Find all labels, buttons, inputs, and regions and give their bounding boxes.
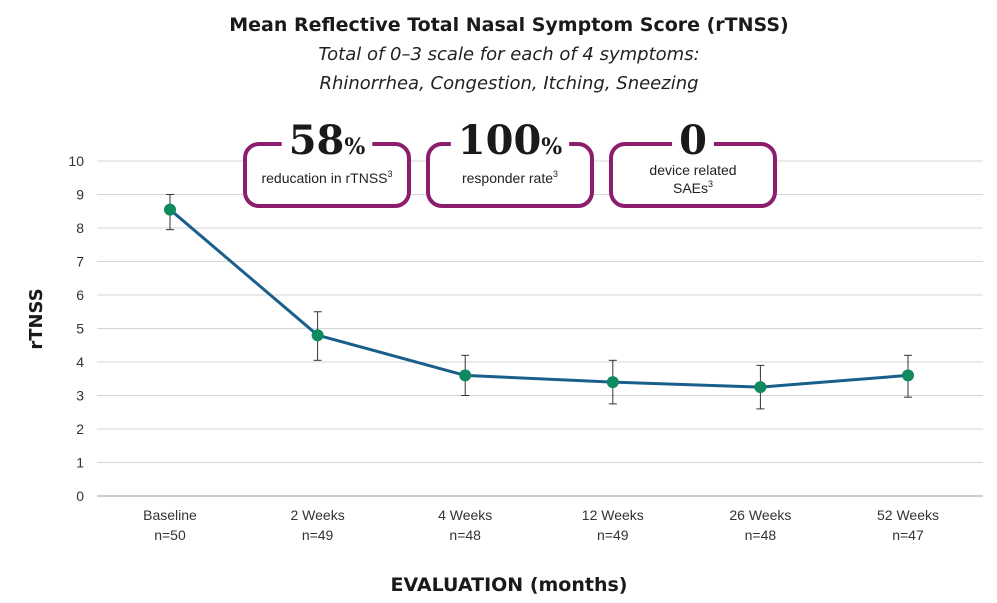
- callout-value-suffix: %: [541, 134, 562, 160]
- callout-text: SAEs3: [673, 179, 713, 196]
- y-tick-label: 8: [76, 220, 84, 236]
- x-tick-label: 26 Weeks: [729, 507, 791, 523]
- callout-value: 58%: [289, 117, 366, 164]
- x-axis-ticks: Baseline n=50 2 Weeks n=49 4 Weeks n=48 12 Wee…: [143, 507, 939, 543]
- callout-value: 100%: [458, 117, 563, 164]
- data-point: [902, 369, 914, 382]
- y-tick-label: 6: [76, 287, 84, 303]
- x-tick-sample-size: n=47: [892, 527, 924, 543]
- callout-border-gap: [450, 140, 570, 149]
- callout-footnote-ref: 3: [388, 169, 393, 179]
- y-tick-label: 5: [76, 321, 84, 337]
- x-axis-label: EVALUATION (months): [391, 574, 628, 596]
- y-axis-label: rTNSS: [26, 288, 47, 349]
- data-point: [606, 376, 619, 389]
- x-tick-label: 12 Weeks: [582, 507, 644, 523]
- x-tick-label: Baseline: [143, 507, 197, 523]
- y-tick-label: 0: [76, 488, 84, 504]
- callout-footnote-ref: 3: [708, 179, 713, 189]
- series-line: [169, 208, 909, 389]
- callout-text: device related: [649, 162, 736, 178]
- y-tick-label: 1: [76, 455, 84, 471]
- x-tick-label: 4 Weeks: [438, 507, 492, 523]
- x-tick-sample-size: n=48: [449, 527, 481, 543]
- callout-border-gap: [281, 140, 373, 149]
- data-point: [459, 369, 472, 382]
- callout-border-gap: [672, 140, 714, 149]
- y-tick-label: 9: [76, 187, 84, 203]
- y-tick-label: 7: [76, 254, 84, 270]
- x-tick-sample-size: n=48: [745, 527, 777, 543]
- series-mean-rtnss: [164, 194, 914, 410]
- callout-box: 100% responder rate3: [426, 117, 594, 208]
- chart-subtitle-line-2: Rhinorrhea, Congestion, Itching, Sneezin…: [319, 73, 698, 94]
- x-tick-sample-size: n=50: [154, 527, 186, 543]
- y-tick-label: 2: [76, 421, 84, 437]
- x-tick-label: 52 Weeks: [877, 507, 939, 523]
- x-tick-sample-size: n=49: [597, 527, 629, 543]
- callout-footnote-ref: 3: [553, 169, 558, 179]
- chart-subtitle-line-1: Total of 0–3 scale for each of 4 symptom…: [318, 44, 699, 65]
- callouts: 58% reducation in rTNSS3 100% responder rat…: [243, 117, 777, 208]
- callout-text: reducation in rTNSS3: [261, 169, 392, 186]
- y-tick-label: 3: [76, 388, 84, 404]
- data-point: [754, 381, 767, 394]
- data-point: [164, 203, 176, 216]
- data-point: [311, 329, 324, 342]
- callout-text: responder rate3: [462, 169, 558, 186]
- x-tick-sample-size: n=49: [302, 527, 334, 543]
- y-axis-ticks: 0 1 2 3 4 5 6 7 8 9 10: [68, 153, 84, 504]
- gridlines: [97, 160, 983, 497]
- y-tick-label: 10: [68, 153, 84, 169]
- callout-value: 0: [679, 117, 707, 164]
- callout-box: 58% reducation in rTNSS3: [243, 117, 411, 208]
- chart-title: Mean Reflective Total Nasal Symptom Scor…: [229, 14, 789, 36]
- callout-value-suffix: %: [344, 134, 365, 160]
- x-tick-label: 2 Weeks: [290, 507, 344, 523]
- y-tick-label: 4: [76, 354, 84, 370]
